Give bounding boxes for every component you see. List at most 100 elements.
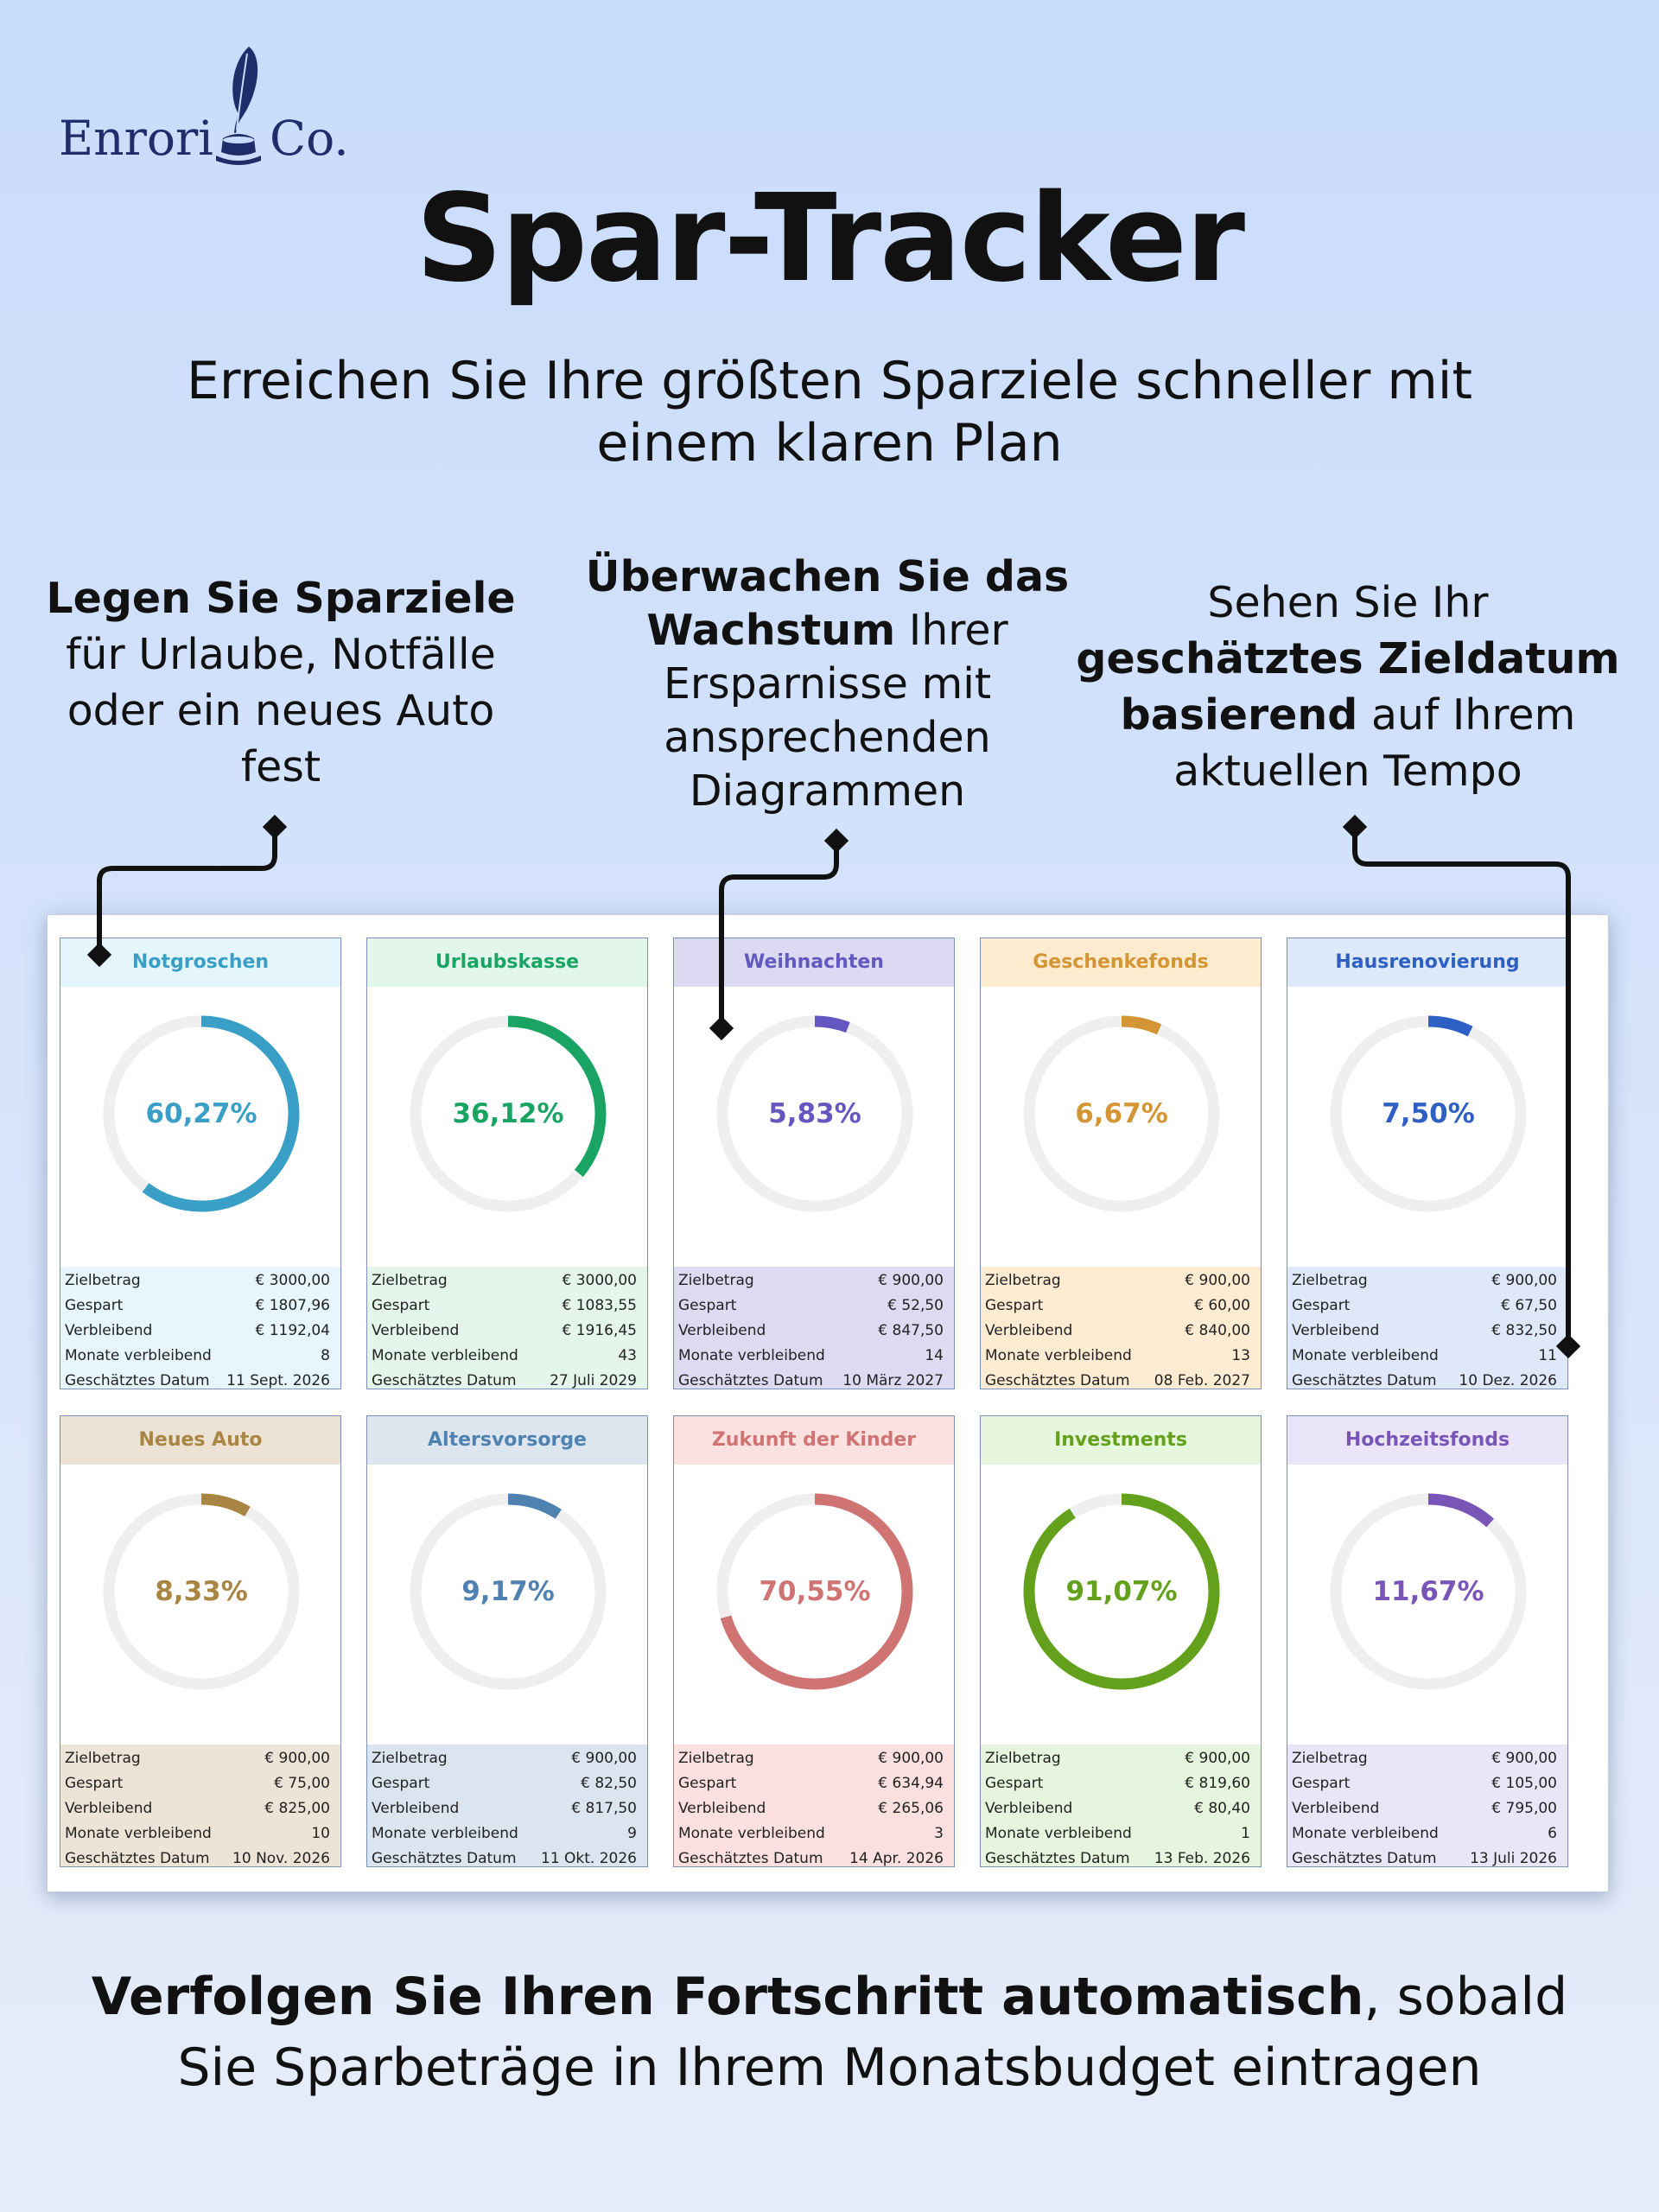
stat-label: Geschätztes Datum	[1292, 1372, 1437, 1389]
stat-label: Geschätztes Datum	[678, 1850, 823, 1867]
stat-row-months: Monate verbleibend 6	[1292, 1821, 1557, 1847]
stat-row-saved: Gespart € 819,60	[985, 1771, 1250, 1796]
stat-row-target: Zielbetrag € 900,00	[985, 1268, 1250, 1294]
stat-value: € 847,50	[878, 1322, 944, 1339]
brand-logo: Enrori Co.	[59, 43, 353, 173]
goal-card: Weihnachten 5,83% Zielbetrag € 900,00 Gespar…	[673, 938, 955, 1389]
goal-card: Neues Auto 8,33% Zielbetrag € 900,00 Gespart…	[60, 1415, 341, 1867]
goal-stats: Zielbetrag € 900,00 Gespart € 60,00 Verbleib…	[981, 1267, 1261, 1389]
stat-value: € 900,00	[1491, 1272, 1557, 1289]
progress-percent: 91,07%	[1065, 1576, 1178, 1607]
donut-progress-arc	[1023, 1015, 1220, 1212]
stat-row-remaining: Verbleibend € 265,06	[678, 1796, 944, 1821]
stat-row-target: Zielbetrag € 900,00	[678, 1746, 944, 1771]
progress-percent: 5,83%	[768, 1098, 861, 1129]
progress-percent: 36,12%	[452, 1098, 564, 1129]
stat-label: Monate verbleibend	[65, 1347, 212, 1364]
stat-row-months: Monate verbleibend 14	[678, 1344, 944, 1369]
stat-label: Zielbetrag	[678, 1750, 754, 1767]
goal-title: Investments	[981, 1416, 1261, 1465]
stat-value: € 1083,55	[562, 1297, 637, 1314]
footer-bold: Verfolgen Sie Ihren Fortschritt automati…	[91, 1967, 1364, 2027]
goal-stats: Zielbetrag € 3000,00 Gespart € 1083,55 Verbl…	[367, 1267, 647, 1389]
stat-row-date: Geschätztes Datum 10 Nov. 2026	[65, 1847, 330, 1866]
stat-label: Gespart	[372, 1775, 430, 1792]
goal-stats: Zielbetrag € 900,00 Gespart € 52,50 Verbleib…	[674, 1267, 954, 1389]
goal-title: Altersvorsorge	[367, 1416, 647, 1465]
stat-label: Verbleibend	[678, 1322, 766, 1339]
stat-row-months: Monate verbleibend 1	[985, 1821, 1250, 1847]
donut-progress-arc	[103, 1015, 300, 1212]
stat-value: € 795,00	[1491, 1800, 1557, 1817]
progress-percent: 11,67%	[1372, 1576, 1484, 1607]
stat-row-date: Geschätztes Datum 11 Okt. 2026	[372, 1847, 637, 1867]
stat-row-date: Geschätztes Datum 13 Feb. 2026	[985, 1847, 1250, 1867]
stat-value: € 3000,00	[562, 1272, 637, 1289]
goal-title: Geschenkefonds	[981, 938, 1261, 987]
stat-label: Zielbetrag	[1292, 1272, 1368, 1289]
stat-label: Verbleibend	[1292, 1800, 1380, 1817]
stat-value: € 1807,96	[255, 1297, 330, 1314]
quill-inkwell-icon	[216, 47, 261, 165]
stat-value: € 3000,00	[255, 1272, 330, 1289]
stat-label: Gespart	[65, 1297, 124, 1314]
stat-value: 3	[934, 1825, 944, 1842]
goal-title: Weihnachten	[674, 938, 954, 987]
stat-label: Geschätztes Datum	[372, 1850, 517, 1867]
stat-value: € 900,00	[1185, 1272, 1250, 1289]
stat-value: € 832,50	[1491, 1322, 1557, 1339]
stat-label: Zielbetrag	[65, 1272, 141, 1289]
callout-target-date: Sehen Sie Ihr geschätztes Zieldatum basi…	[1071, 575, 1624, 799]
donut-progress-arc	[1330, 1493, 1527, 1690]
stat-row-target: Zielbetrag € 900,00	[372, 1746, 637, 1771]
stat-label: Monate verbleibend	[372, 1347, 518, 1364]
stat-label: Zielbetrag	[985, 1272, 1061, 1289]
stat-label: Monate verbleibend	[372, 1825, 518, 1842]
stat-row-remaining: Verbleibend € 795,00	[1292, 1796, 1557, 1821]
stat-row-saved: Gespart € 1083,55	[372, 1294, 637, 1319]
stat-row-months: Monate verbleibend 3	[678, 1821, 944, 1847]
stat-row-saved: Gespart € 1807,96	[65, 1294, 330, 1319]
stat-label: Monate verbleibend	[1292, 1825, 1439, 1842]
stat-label: Zielbetrag	[985, 1750, 1061, 1767]
stat-label: Zielbetrag	[65, 1750, 141, 1767]
goal-title: Notgroschen	[60, 938, 340, 987]
callout-3-text-b: auf Ihrem aktuellen Tempo	[1173, 690, 1576, 796]
page-subtitle: Erreichen Sie Ihre größten Sparziele sch…	[187, 351, 1472, 474]
stat-label: Gespart	[985, 1297, 1044, 1314]
stat-label: Monate verbleibend	[65, 1825, 212, 1842]
goal-card: Hausrenovierung 7,50% Zielbetrag € 900,00 Ge…	[1287, 938, 1568, 1389]
stat-label: Monate verbleibend	[985, 1347, 1132, 1364]
stat-row-saved: Gespart € 82,50	[372, 1771, 637, 1796]
stat-label: Gespart	[1292, 1775, 1351, 1792]
stat-row-date: Geschätztes Datum 10 Dez. 2026	[1292, 1369, 1557, 1389]
goal-card: Altersvorsorge 9,17% Zielbetrag € 900,00 Ges…	[366, 1415, 648, 1867]
stat-row-months: Monate verbleibend 9	[372, 1821, 637, 1847]
stat-value: 10	[311, 1825, 330, 1842]
stat-row-remaining: Verbleibend € 832,50	[1292, 1319, 1557, 1344]
stat-label: Gespart	[678, 1775, 737, 1792]
connector-marker-3a	[1342, 814, 1368, 840]
stat-row-saved: Gespart € 105,00	[1292, 1771, 1557, 1796]
stat-label: Verbleibend	[372, 1322, 460, 1339]
callout-2-bold: Überwachen Sie das Wachstum	[585, 552, 1070, 655]
stat-value: 43	[618, 1347, 637, 1364]
stat-value: 11 Sept. 2026	[226, 1372, 330, 1389]
stat-row-saved: Gespart € 60,00	[985, 1294, 1250, 1319]
stat-value: € 1916,45	[562, 1322, 637, 1339]
progress-donut	[103, 1493, 300, 1690]
stat-value: 10 März 2027	[842, 1372, 944, 1389]
stat-label: Zielbetrag	[372, 1272, 448, 1289]
stat-label: Geschätztes Datum	[985, 1850, 1130, 1867]
progress-percent: 7,50%	[1382, 1098, 1475, 1129]
donut-progress-arc	[1023, 1493, 1220, 1690]
progress-percent: 6,67%	[1075, 1098, 1168, 1129]
goal-stats: Zielbetrag € 900,00 Gespart € 82,50 Verbleib…	[367, 1745, 647, 1867]
goal-title: Neues Auto	[60, 1416, 340, 1465]
stat-row-target: Zielbetrag € 900,00	[985, 1746, 1250, 1771]
stat-label: Monate verbleibend	[985, 1825, 1132, 1842]
connector-marker-2a	[823, 828, 849, 854]
stat-row-months: Monate verbleibend 43	[372, 1344, 637, 1369]
stat-value: 13	[1231, 1347, 1250, 1364]
goal-stats: Zielbetrag € 900,00 Gespart € 75,00 Verbleib…	[60, 1745, 340, 1866]
